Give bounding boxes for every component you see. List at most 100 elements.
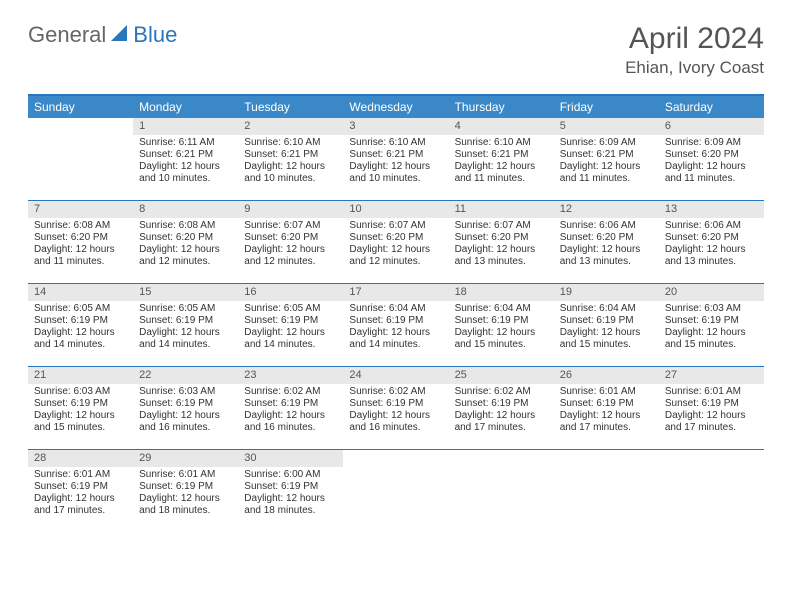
day-cell bbox=[659, 450, 764, 532]
day-cell: 14Sunrise: 6:05 AMSunset: 6:19 PMDayligh… bbox=[28, 284, 133, 366]
day-cell: 13Sunrise: 6:06 AMSunset: 6:20 PMDayligh… bbox=[659, 201, 764, 283]
sunset-text: Sunset: 6:19 PM bbox=[34, 315, 127, 327]
sunset-text: Sunset: 6:19 PM bbox=[34, 398, 127, 410]
day-number: 30 bbox=[238, 450, 343, 467]
dow-monday: Monday bbox=[133, 96, 238, 118]
daylight-text: Daylight: 12 hours and 13 minutes. bbox=[560, 244, 653, 268]
daylight-text: Daylight: 12 hours and 10 minutes. bbox=[349, 161, 442, 185]
sunrise-text: Sunrise: 6:02 AM bbox=[244, 386, 337, 398]
day-body: Sunrise: 6:00 AMSunset: 6:19 PMDaylight:… bbox=[238, 467, 343, 521]
day-body: Sunrise: 6:07 AMSunset: 6:20 PMDaylight:… bbox=[238, 218, 343, 272]
day-cell bbox=[554, 450, 659, 532]
day-number: 22 bbox=[133, 367, 238, 384]
dow-wednesday: Wednesday bbox=[343, 96, 448, 118]
sunrise-text: Sunrise: 6:07 AM bbox=[455, 220, 548, 232]
day-body: Sunrise: 6:06 AMSunset: 6:20 PMDaylight:… bbox=[554, 218, 659, 272]
day-cell: 30Sunrise: 6:00 AMSunset: 6:19 PMDayligh… bbox=[238, 450, 343, 532]
logo-text-blue: Blue bbox=[133, 22, 177, 48]
day-cell: 6Sunrise: 6:09 AMSunset: 6:20 PMDaylight… bbox=[659, 118, 764, 200]
daylight-text: Daylight: 12 hours and 17 minutes. bbox=[455, 410, 548, 434]
sunset-text: Sunset: 6:20 PM bbox=[665, 232, 758, 244]
day-body: Sunrise: 6:02 AMSunset: 6:19 PMDaylight:… bbox=[343, 384, 448, 438]
sunrise-text: Sunrise: 6:10 AM bbox=[349, 137, 442, 149]
sunrise-text: Sunrise: 6:05 AM bbox=[244, 303, 337, 315]
sunrise-text: Sunrise: 6:08 AM bbox=[34, 220, 127, 232]
week-row: 28Sunrise: 6:01 AMSunset: 6:19 PMDayligh… bbox=[28, 450, 764, 532]
day-number: 27 bbox=[659, 367, 764, 384]
daylight-text: Daylight: 12 hours and 12 minutes. bbox=[244, 244, 337, 268]
sunset-text: Sunset: 6:21 PM bbox=[139, 149, 232, 161]
week-row: 21Sunrise: 6:03 AMSunset: 6:19 PMDayligh… bbox=[28, 367, 764, 450]
day-number bbox=[554, 450, 659, 467]
day-body: Sunrise: 6:01 AMSunset: 6:19 PMDaylight:… bbox=[659, 384, 764, 438]
day-number: 16 bbox=[238, 284, 343, 301]
day-body: Sunrise: 6:08 AMSunset: 6:20 PMDaylight:… bbox=[28, 218, 133, 272]
dow-thursday: Thursday bbox=[449, 96, 554, 118]
sunset-text: Sunset: 6:20 PM bbox=[139, 232, 232, 244]
month-title: April 2024 bbox=[625, 22, 764, 56]
daylight-text: Daylight: 12 hours and 11 minutes. bbox=[560, 161, 653, 185]
week-row: 1Sunrise: 6:11 AMSunset: 6:21 PMDaylight… bbox=[28, 118, 764, 201]
week-row: 14Sunrise: 6:05 AMSunset: 6:19 PMDayligh… bbox=[28, 284, 764, 367]
sunset-text: Sunset: 6:21 PM bbox=[560, 149, 653, 161]
sunrise-text: Sunrise: 6:09 AM bbox=[560, 137, 653, 149]
sunrise-text: Sunrise: 6:01 AM bbox=[560, 386, 653, 398]
sunset-text: Sunset: 6:20 PM bbox=[34, 232, 127, 244]
day-body: Sunrise: 6:10 AMSunset: 6:21 PMDaylight:… bbox=[343, 135, 448, 189]
sunrise-text: Sunrise: 6:07 AM bbox=[349, 220, 442, 232]
daylight-text: Daylight: 12 hours and 13 minutes. bbox=[455, 244, 548, 268]
logo-text-general: General bbox=[28, 22, 106, 48]
sunrise-text: Sunrise: 6:06 AM bbox=[665, 220, 758, 232]
sunset-text: Sunset: 6:19 PM bbox=[244, 315, 337, 327]
sunset-text: Sunset: 6:19 PM bbox=[455, 398, 548, 410]
sunrise-text: Sunrise: 6:11 AM bbox=[139, 137, 232, 149]
day-body: Sunrise: 6:05 AMSunset: 6:19 PMDaylight:… bbox=[238, 301, 343, 355]
sunset-text: Sunset: 6:19 PM bbox=[560, 398, 653, 410]
sunset-text: Sunset: 6:19 PM bbox=[139, 315, 232, 327]
sunrise-text: Sunrise: 6:07 AM bbox=[244, 220, 337, 232]
sunset-text: Sunset: 6:20 PM bbox=[349, 232, 442, 244]
sunrise-text: Sunrise: 6:06 AM bbox=[560, 220, 653, 232]
day-cell: 20Sunrise: 6:03 AMSunset: 6:19 PMDayligh… bbox=[659, 284, 764, 366]
sunset-text: Sunset: 6:19 PM bbox=[665, 398, 758, 410]
day-body: Sunrise: 6:09 AMSunset: 6:21 PMDaylight:… bbox=[554, 135, 659, 189]
day-cell bbox=[343, 450, 448, 532]
day-number: 26 bbox=[554, 367, 659, 384]
sunset-text: Sunset: 6:20 PM bbox=[244, 232, 337, 244]
sunset-text: Sunset: 6:19 PM bbox=[349, 398, 442, 410]
sunset-text: Sunset: 6:20 PM bbox=[455, 232, 548, 244]
sunrise-text: Sunrise: 6:05 AM bbox=[139, 303, 232, 315]
day-number: 15 bbox=[133, 284, 238, 301]
sunrise-text: Sunrise: 6:02 AM bbox=[349, 386, 442, 398]
day-cell: 17Sunrise: 6:04 AMSunset: 6:19 PMDayligh… bbox=[343, 284, 448, 366]
day-cell bbox=[28, 118, 133, 200]
day-number: 5 bbox=[554, 118, 659, 135]
day-body: Sunrise: 6:06 AMSunset: 6:20 PMDaylight:… bbox=[659, 218, 764, 272]
sunset-text: Sunset: 6:19 PM bbox=[455, 315, 548, 327]
day-number: 7 bbox=[28, 201, 133, 218]
daylight-text: Daylight: 12 hours and 11 minutes. bbox=[455, 161, 548, 185]
day-number: 8 bbox=[133, 201, 238, 218]
dow-sunday: Sunday bbox=[28, 96, 133, 118]
daylight-text: Daylight: 12 hours and 15 minutes. bbox=[560, 327, 653, 351]
sunrise-text: Sunrise: 6:03 AM bbox=[665, 303, 758, 315]
day-body: Sunrise: 6:03 AMSunset: 6:19 PMDaylight:… bbox=[659, 301, 764, 355]
day-cell: 29Sunrise: 6:01 AMSunset: 6:19 PMDayligh… bbox=[133, 450, 238, 532]
day-body: Sunrise: 6:08 AMSunset: 6:20 PMDaylight:… bbox=[133, 218, 238, 272]
sunrise-text: Sunrise: 6:10 AM bbox=[455, 137, 548, 149]
logo: General Blue bbox=[28, 22, 177, 48]
day-body: Sunrise: 6:01 AMSunset: 6:19 PMDaylight:… bbox=[133, 467, 238, 521]
day-number bbox=[449, 450, 554, 467]
sunset-text: Sunset: 6:21 PM bbox=[455, 149, 548, 161]
day-cell: 28Sunrise: 6:01 AMSunset: 6:19 PMDayligh… bbox=[28, 450, 133, 532]
day-body: Sunrise: 6:07 AMSunset: 6:20 PMDaylight:… bbox=[449, 218, 554, 272]
day-cell: 4Sunrise: 6:10 AMSunset: 6:21 PMDaylight… bbox=[449, 118, 554, 200]
day-number: 9 bbox=[238, 201, 343, 218]
daylight-text: Daylight: 12 hours and 16 minutes. bbox=[244, 410, 337, 434]
dow-saturday: Saturday bbox=[659, 96, 764, 118]
sunrise-text: Sunrise: 6:04 AM bbox=[349, 303, 442, 315]
day-cell: 12Sunrise: 6:06 AMSunset: 6:20 PMDayligh… bbox=[554, 201, 659, 283]
day-number bbox=[343, 450, 448, 467]
day-cell: 27Sunrise: 6:01 AMSunset: 6:19 PMDayligh… bbox=[659, 367, 764, 449]
sunrise-text: Sunrise: 6:01 AM bbox=[34, 469, 127, 481]
